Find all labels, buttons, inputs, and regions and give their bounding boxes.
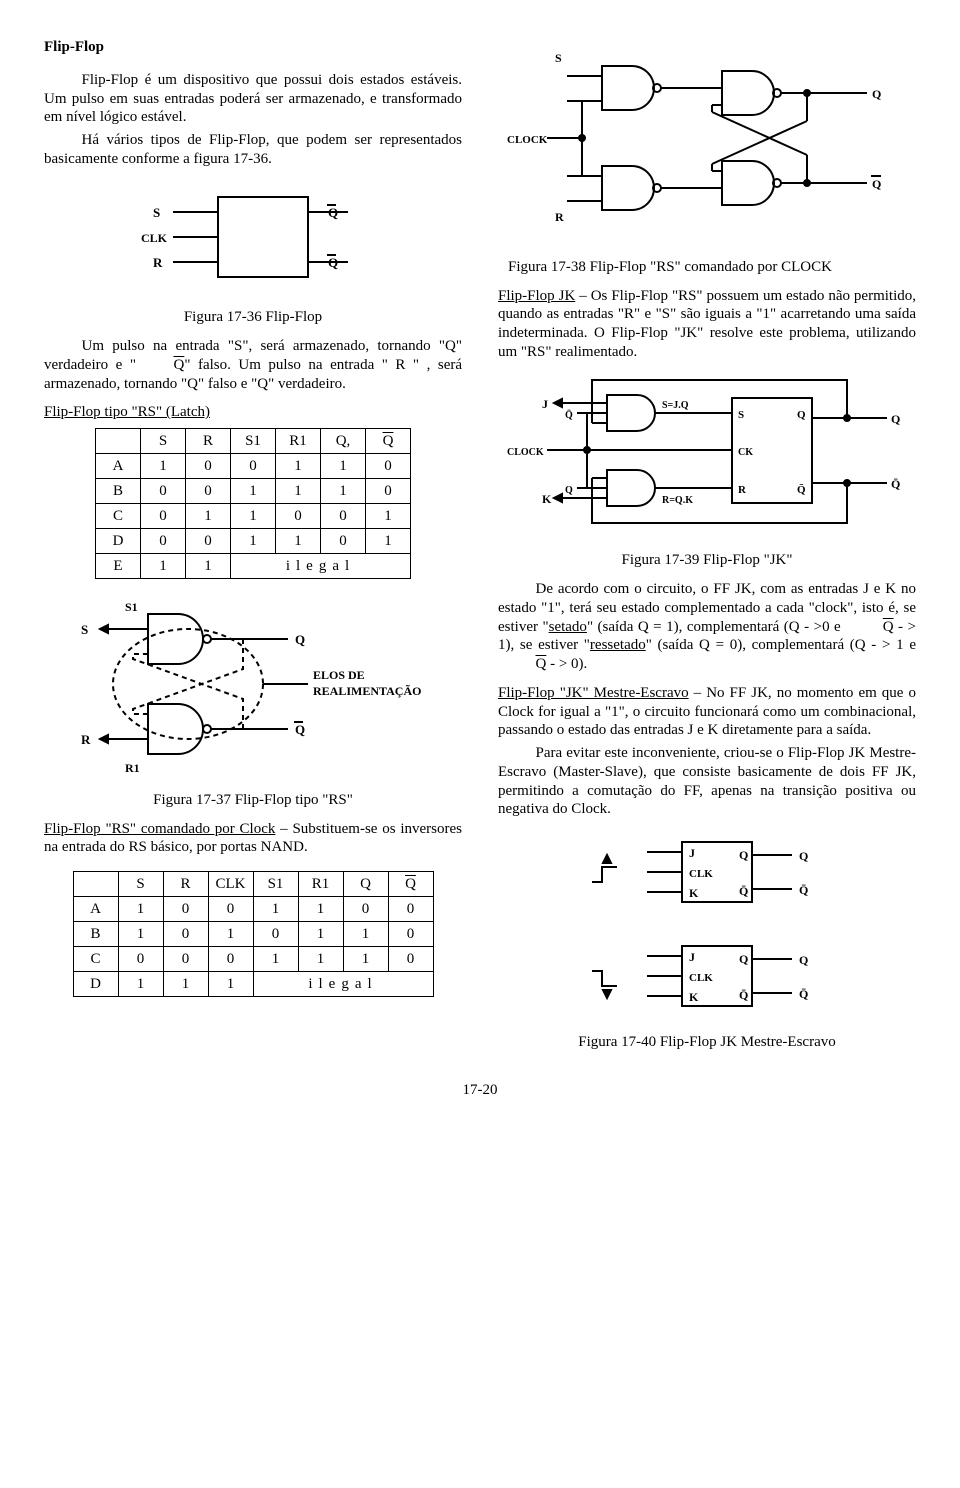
figure-17-37-caption: Figura 17-37 Flip-Flop tipo "RS"	[44, 791, 462, 810]
jk-ms-falling-icon: J CLK K Q Q̄ Q Q̄	[577, 931, 837, 1021]
figure-17-36-caption: Figura 17-36 Flip-Flop	[44, 308, 462, 327]
svg-text:Q̄: Q̄	[739, 988, 748, 1002]
svg-text:Q: Q	[565, 485, 573, 496]
cap38-text: Figura 17-38 Flip-Flop "RS" comandado po…	[508, 259, 832, 275]
figure-17-38-caption: Figura 17-38 Flip-Flop "RS" comandado po…	[498, 258, 916, 277]
svg-text:Q: Q	[295, 722, 305, 737]
intro-paragraph-1: Flip-Flop é um dispositivo que possui do…	[44, 71, 462, 127]
svg-text:Q̄: Q̄	[799, 987, 808, 1001]
feedback-line1: ELOS DE	[313, 668, 365, 682]
left-column: Flip-Flop Flip-Flop é um dispositivo que…	[44, 38, 462, 1061]
svg-text:Q̄: Q̄	[565, 409, 573, 421]
svg-text:S: S	[738, 409, 744, 421]
jk-circuit-icon: J K CLOCK Q̄ Q S=J.Q R=Q.K S CK R Q Q̄ Q…	[507, 370, 907, 540]
paragraph-3: Um pulso na entrada "S", será armazenado…	[44, 337, 462, 393]
page-number: 17-20	[44, 1081, 916, 1100]
svg-text:Q̄: Q̄	[799, 883, 808, 897]
feedback-line2: REALIMENTAÇÃO	[313, 684, 421, 698]
jk2d: " (saída Q = 0), complementará (Q - > 1 …	[646, 637, 916, 653]
two-column-layout: Flip-Flop Flip-Flop é um dispositivo que…	[44, 38, 916, 1061]
ressetado: ressetado	[590, 637, 646, 653]
svg-text:K: K	[689, 886, 699, 900]
svg-text:S=J.Q: S=J.Q	[662, 400, 689, 411]
svg-text:J: J	[542, 397, 548, 411]
svg-text:J: J	[689, 846, 695, 860]
ov-q1: Q	[845, 618, 893, 637]
svg-text:K: K	[689, 990, 699, 1004]
svg-text:R1: R1	[125, 761, 140, 775]
jk-paragraph-2: De acordo com o circuito, o FF JK, com a…	[498, 580, 916, 674]
figure-17-39: J K CLOCK Q̄ Q S=J.Q R=Q.K S CK R Q Q̄ Q…	[498, 370, 916, 546]
rs-latch-circuit-icon: ELOS DE REALIMENTAÇÃO S R S1 R1 Q Q	[73, 589, 433, 779]
ms-paragraph-2: Para evitar este inconveniente, criou-se…	[498, 744, 916, 819]
svg-text:CLOCK: CLOCK	[507, 447, 544, 458]
svg-text:Q: Q	[295, 632, 305, 647]
svg-text:S: S	[153, 205, 160, 220]
intro-paragraph-2: Há vários tipos de Flip-Flop, que podem …	[44, 131, 462, 169]
svg-text:R: R	[153, 255, 163, 270]
svg-text:Q: Q	[739, 848, 748, 862]
figure-17-38: S CLOCK R Q Q	[498, 46, 916, 252]
svg-text:S: S	[555, 51, 562, 65]
jk-head: Flip-Flop JK	[498, 288, 575, 304]
svg-text:Q: Q	[872, 87, 881, 101]
svg-text:K: K	[542, 492, 552, 506]
svg-text:J: J	[689, 950, 695, 964]
figure-17-36: S CLK R Q Q	[44, 177, 462, 303]
rs-latch-truth-table: SRS1R1Q,QA100110B001110C011001D001101E11…	[95, 428, 411, 579]
svg-text:Q: Q	[797, 409, 806, 421]
svg-text:R=Q.K: R=Q.K	[662, 495, 693, 506]
figure-17-40-caption: Figura 17-40 Flip-Flop JK Mestre-Escravo	[498, 1033, 916, 1052]
svg-text:Q: Q	[872, 177, 881, 191]
svg-text:Q̄: Q̄	[891, 477, 900, 491]
rs-clock-truth-table: SRCLKS1R1QQA1001100B1010110C0001110D111i…	[73, 871, 434, 997]
setado: setado	[549, 619, 587, 635]
svg-text:CK: CK	[738, 447, 753, 458]
svg-text:R: R	[738, 484, 747, 496]
section-title: Flip-Flop	[44, 38, 462, 57]
figure-17-39-caption: Figura 17-39 Flip-Flop "JK"	[498, 551, 916, 570]
svg-text:Q: Q	[328, 205, 338, 220]
svg-text:R: R	[81, 732, 91, 747]
figure-17-40-a: J CLK K Q Q̄ Q Q̄	[498, 827, 916, 923]
rs-latch-heading: Flip-Flop tipo "RS" (Latch)	[44, 403, 462, 422]
jk2b: " (saída Q = 1), complementará (Q - >0 e	[587, 619, 845, 635]
flipflop-block-icon: S CLK R Q Q	[123, 177, 383, 297]
rs-clock-circuit-icon: S CLOCK R Q Q	[507, 46, 907, 246]
ms-paragraph-1: Flip-Flop "JK" Mestre-Escravo – No FF JK…	[498, 684, 916, 740]
right-column: S CLOCK R Q Q Figura 17-38 Flip-Flop "RS…	[498, 38, 916, 1061]
svg-text:Q: Q	[891, 412, 900, 426]
figure-17-40-b: J CLK K Q Q̄ Q Q̄	[498, 931, 916, 1027]
rs-latch-heading-text: Flip-Flop tipo "RS" (Latch)	[44, 404, 210, 420]
ov-q2: Q	[498, 655, 546, 674]
svg-text:Q: Q	[799, 849, 808, 863]
jk2e: - > 0).	[546, 656, 587, 672]
svg-text:CLK: CLK	[141, 231, 168, 245]
svg-text:CLK: CLK	[689, 972, 713, 984]
rs-clock-paragraph: Flip-Flop "RS" comandado por Clock – Sub…	[44, 820, 462, 858]
svg-text:R: R	[555, 210, 564, 224]
svg-text:Q: Q	[799, 953, 808, 967]
rs-clock-head: Flip-Flop "RS" comandado por Clock	[44, 821, 275, 837]
ms-head: Flip-Flop "JK" Mestre-Escravo	[498, 685, 689, 701]
svg-text:Q̄: Q̄	[797, 484, 806, 496]
overline-q: Q	[136, 356, 184, 375]
svg-text:CLK: CLK	[689, 868, 713, 880]
jk-ms-rising-icon: J CLK K Q Q̄ Q Q̄	[577, 827, 837, 917]
svg-text:Q: Q	[328, 255, 338, 270]
figure-17-37: ELOS DE REALIMENTAÇÃO S R S1 R1 Q Q	[44, 589, 462, 785]
svg-text:Q: Q	[739, 952, 748, 966]
jk-paragraph: Flip-Flop JK – Os Flip-Flop "RS" possuem…	[498, 287, 916, 362]
svg-text:Q̄: Q̄	[739, 884, 748, 898]
svg-text:S1: S1	[125, 600, 138, 614]
svg-text:S: S	[81, 622, 88, 637]
svg-text:CLOCK: CLOCK	[507, 134, 548, 146]
